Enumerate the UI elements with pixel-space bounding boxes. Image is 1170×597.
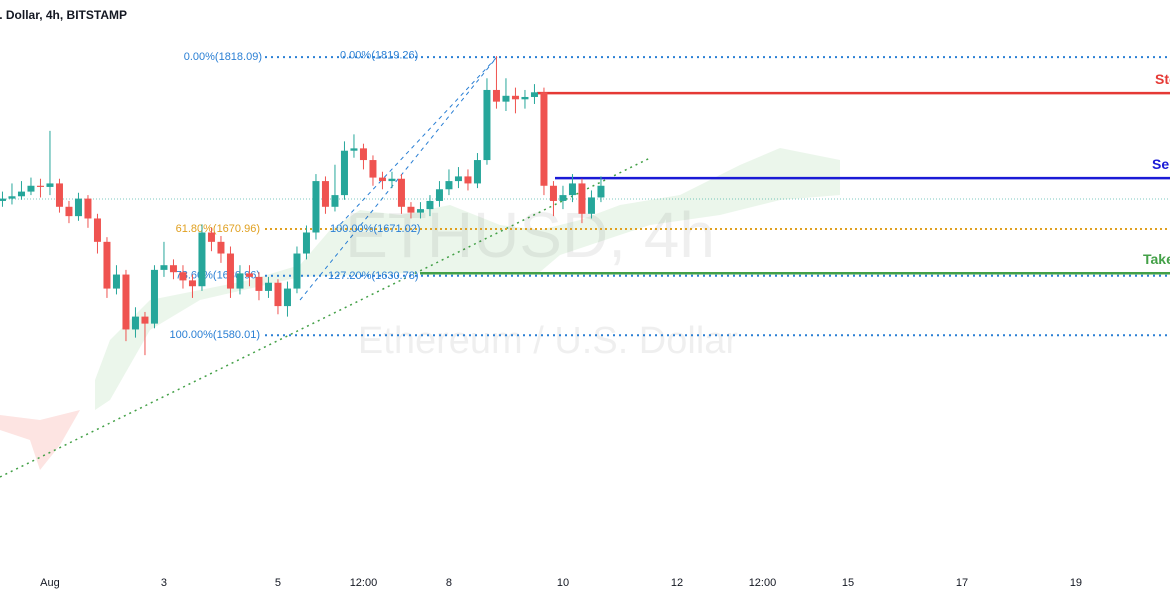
x-tick-label: 19 [1070, 577, 1082, 589]
candle-body [416, 209, 424, 213]
ichimoku-cloud-red [0, 410, 80, 470]
candle-body [198, 232, 206, 287]
candle-body [331, 195, 339, 207]
candle-body [483, 89, 491, 161]
x-tick-label: 12:00 [749, 577, 777, 589]
x-tick-label: 5 [275, 577, 281, 589]
candle-body [84, 198, 92, 219]
trade-level-label: Sell [1152, 156, 1170, 172]
candle-body [369, 160, 377, 178]
candle-body [150, 269, 158, 324]
candle-body [65, 206, 73, 217]
candle-body [131, 316, 139, 330]
candle-body [283, 288, 291, 307]
candle-body [74, 198, 82, 217]
candle-body [407, 206, 415, 213]
candle-body [502, 95, 510, 102]
candle-body [597, 185, 605, 198]
candle-body [245, 273, 253, 277]
candle-body [255, 276, 263, 291]
x-tick-label: 17 [956, 577, 968, 589]
candle-body [388, 178, 396, 182]
candle-body [397, 178, 405, 207]
candle-body [530, 92, 538, 97]
ichimoku-cloud [95, 148, 840, 410]
x-tick-label: Aug [40, 577, 60, 589]
candle-body [169, 265, 177, 273]
chart-title: Ethereum / U.S. Dollar, 4h, BITSTAMP [0, 8, 127, 22]
candle-body [473, 160, 481, 184]
trade-level-label: Stop Loss [1155, 71, 1170, 87]
fib-level-label: 100.00%(1580.01) [169, 329, 260, 341]
fib-level-label: 100.00%(1671.02) [330, 223, 421, 235]
candle-body [226, 253, 234, 289]
candle-body [36, 185, 44, 187]
x-tick-label: 12:00 [350, 577, 378, 589]
candle-body [321, 181, 329, 207]
candle-body [454, 176, 462, 182]
x-tick-label: 3 [161, 577, 167, 589]
candle-body [492, 89, 500, 102]
candle-body [264, 282, 272, 291]
candle-body [122, 274, 130, 330]
candle-body [302, 232, 310, 254]
candle-body [445, 181, 453, 190]
candle-body [160, 265, 168, 270]
candle-body [27, 185, 35, 192]
candle-body [426, 200, 434, 210]
trade-level-label: Take Profit [1143, 251, 1170, 267]
candle-body [464, 176, 472, 184]
candle-body [540, 92, 548, 186]
candle-body [112, 274, 120, 289]
candle-body [103, 241, 111, 289]
watermark-subtitle: Ethereum / U.S. Dollar [358, 320, 738, 362]
candle-body [568, 183, 576, 196]
fib-level-label: 0.00%(1819.26) [340, 50, 418, 62]
candle-body [274, 282, 282, 307]
candle-body [511, 95, 519, 100]
x-tick-label: 15 [842, 577, 854, 589]
candle-body [8, 196, 16, 199]
candle-body [55, 183, 63, 207]
watermark: ETHUSD, 4h [345, 199, 715, 271]
fib-level-label: 127.20%(1630.78) [328, 270, 419, 282]
x-tick-label: 8 [446, 577, 452, 589]
x-tick-label: 10 [557, 577, 569, 589]
candle-body [46, 183, 54, 187]
candle-body [293, 253, 301, 289]
x-tick-label: 12 [671, 577, 683, 589]
candle-body [559, 195, 567, 201]
candle-body [359, 148, 367, 161]
fib-level-label: 0.00%(1818.09) [184, 51, 262, 63]
fib-level-label: 61.80%(1670.96) [176, 223, 260, 235]
trend-line [0, 157, 651, 478]
candle-body [312, 181, 320, 233]
candle-body [188, 280, 196, 287]
candle-body [587, 197, 595, 214]
candle-body [93, 218, 101, 242]
candle-body [141, 316, 149, 324]
candle-body [435, 189, 443, 201]
candle-body [0, 198, 6, 201]
candle-body [340, 150, 348, 196]
candle-body [179, 272, 187, 281]
candle-body [207, 232, 215, 242]
candle-body [17, 191, 25, 197]
candle-body [578, 183, 586, 214]
candle-body [350, 148, 358, 151]
candle-body [521, 96, 529, 100]
candle-body [378, 177, 386, 182]
candle-body [236, 273, 244, 289]
candle-body [549, 185, 557, 201]
candle-body [217, 241, 225, 254]
